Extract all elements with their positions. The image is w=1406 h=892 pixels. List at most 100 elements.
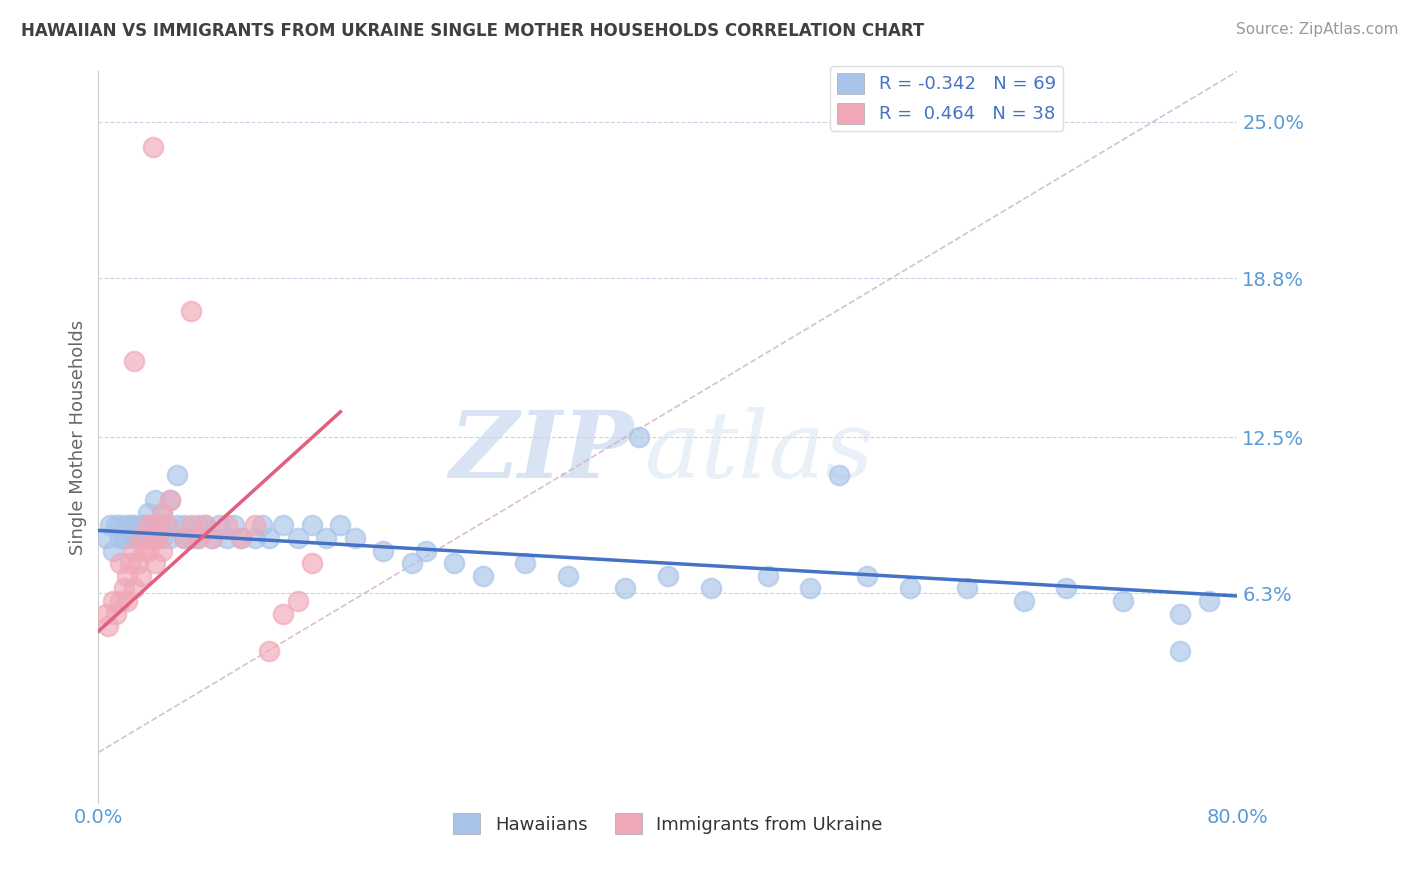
Point [97, 619, 120, 633]
Point [329, 518, 352, 533]
Point [129, 569, 152, 583]
Point [129, 531, 152, 545]
Text: Source: ZipAtlas.com: Source: ZipAtlas.com [1236, 22, 1399, 37]
Point [122, 354, 145, 368]
Point [173, 531, 195, 545]
Point [215, 518, 238, 533]
Point [756, 569, 779, 583]
Point [956, 582, 979, 596]
Point [1198, 594, 1220, 608]
Point [108, 594, 131, 608]
Point [132, 518, 155, 533]
Point [141, 518, 163, 533]
Point [152, 506, 174, 520]
Point [208, 518, 231, 533]
Text: ZIP: ZIP [450, 407, 634, 497]
Point [159, 531, 181, 545]
Text: atlas: atlas [645, 407, 875, 497]
Point [799, 582, 821, 596]
Point [108, 531, 131, 545]
Point [118, 518, 141, 533]
Point [1170, 607, 1192, 621]
Point [148, 531, 170, 545]
Point [94, 607, 117, 621]
Point [112, 531, 135, 545]
Point [145, 493, 167, 508]
Point [1012, 594, 1035, 608]
Point [152, 543, 174, 558]
Point [156, 518, 179, 533]
Point [194, 518, 217, 533]
Point [243, 518, 266, 533]
Point [273, 518, 295, 533]
Point [1056, 582, 1078, 596]
Point [187, 518, 209, 533]
Point [201, 531, 224, 545]
Point [136, 518, 159, 533]
Point [115, 569, 138, 583]
Point [373, 543, 395, 558]
Point [628, 430, 651, 444]
Point [828, 467, 851, 482]
Point [122, 543, 145, 558]
Point [145, 556, 167, 570]
Point [94, 531, 117, 545]
Point [159, 493, 181, 508]
Point [112, 582, 135, 596]
Point [259, 644, 281, 658]
Point [343, 531, 366, 545]
Point [443, 556, 465, 570]
Point [1170, 644, 1192, 658]
Point [215, 531, 238, 545]
Point [180, 518, 202, 533]
Point [657, 569, 679, 583]
Point [415, 543, 437, 558]
Point [287, 531, 309, 545]
Point [856, 569, 879, 583]
Point [180, 531, 202, 545]
Point [122, 518, 145, 533]
Point [614, 582, 637, 596]
Y-axis label: Single Mother Households: Single Mother Households [69, 319, 87, 555]
Point [287, 594, 309, 608]
Point [201, 531, 224, 545]
Point [118, 556, 141, 570]
Point [159, 493, 181, 508]
Point [108, 518, 131, 533]
Point [101, 543, 124, 558]
Point [1112, 594, 1135, 608]
Point [136, 531, 159, 545]
Point [243, 531, 266, 545]
Point [187, 531, 209, 545]
Point [222, 518, 245, 533]
Point [115, 518, 138, 533]
Point [699, 582, 721, 596]
Point [141, 140, 163, 154]
Point [401, 556, 423, 570]
Point [145, 531, 167, 545]
Point [141, 531, 163, 545]
Point [194, 518, 217, 533]
Point [471, 569, 494, 583]
Point [156, 518, 179, 533]
Point [127, 556, 149, 570]
Point [515, 556, 537, 570]
Point [122, 582, 145, 596]
Point [115, 594, 138, 608]
Point [166, 518, 188, 533]
Point [104, 518, 127, 533]
Point [187, 531, 209, 545]
Point [132, 543, 155, 558]
Text: HAWAIIAN VS IMMIGRANTS FROM UKRAINE SINGLE MOTHER HOUSEHOLDS CORRELATION CHART: HAWAIIAN VS IMMIGRANTS FROM UKRAINE SING… [21, 22, 924, 40]
Point [259, 531, 281, 545]
Point [173, 531, 195, 545]
Point [166, 467, 188, 482]
Point [315, 531, 337, 545]
Point [104, 607, 127, 621]
Point [180, 304, 202, 318]
Point [301, 556, 323, 570]
Point [122, 531, 145, 545]
Point [129, 531, 152, 545]
Point [152, 506, 174, 520]
Point [273, 607, 295, 621]
